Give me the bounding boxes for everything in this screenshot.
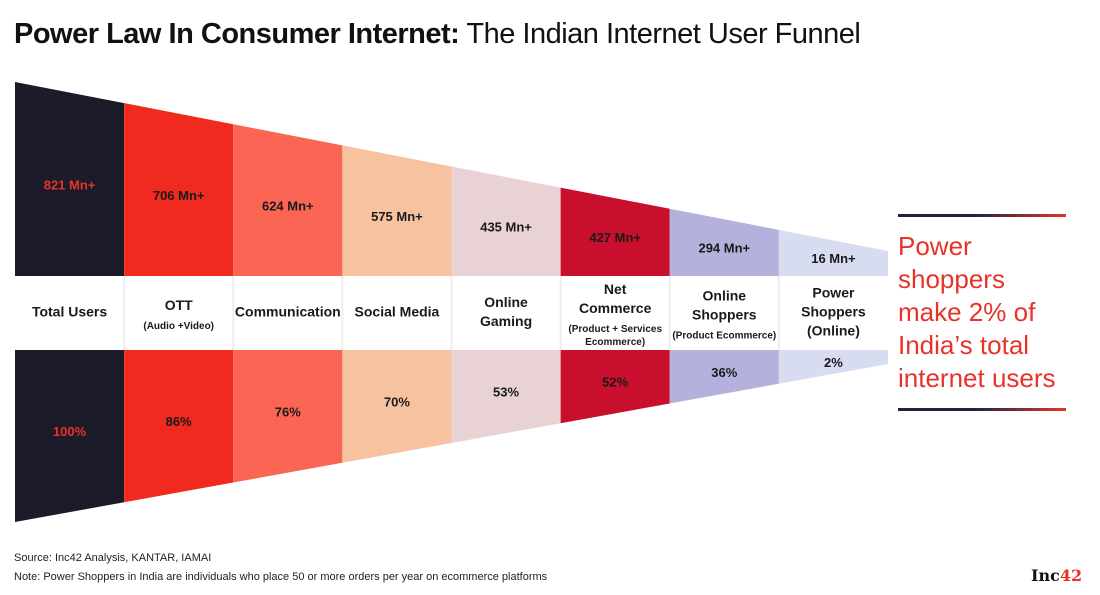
category-sublabel: (Product Ecommerce) xyxy=(672,331,776,342)
band-divider xyxy=(123,276,126,350)
footnote: Note: Power Shoppers in India are indivi… xyxy=(14,571,548,583)
category-label: Power xyxy=(812,285,855,301)
category-label: Shoppers xyxy=(801,304,866,320)
title-bold: Power Law In Consumer Internet: xyxy=(14,18,460,50)
category-label: OTT xyxy=(165,297,193,313)
category-label: Online xyxy=(703,288,747,304)
users-value: 575 Mn+ xyxy=(371,209,423,224)
category-label: Communication xyxy=(235,304,341,320)
category-label: Gaming xyxy=(480,313,532,329)
category-label: (Online) xyxy=(807,323,860,339)
source-note: Source: Inc42 Analysis, KANTAR, IAMAI xyxy=(14,552,212,564)
page-title: Power Law In Consumer Internet: The Indi… xyxy=(14,18,861,51)
category-label: Online xyxy=(484,294,528,310)
category-label: Net xyxy=(604,281,627,297)
users-value: 16 Mn+ xyxy=(811,251,856,266)
callout-divider-bottom xyxy=(898,408,1066,411)
title-light: The Indian Internet User Funnel xyxy=(466,18,861,50)
share-value: 53% xyxy=(493,385,519,400)
logo-number: 42 xyxy=(1059,566,1083,585)
share-value: 100% xyxy=(53,424,87,439)
category-label: Shoppers xyxy=(692,307,757,323)
callout-divider-top xyxy=(898,214,1066,217)
band-divider xyxy=(777,276,780,350)
share-value: 52% xyxy=(602,375,628,390)
category-label: Social Media xyxy=(355,304,440,320)
inc42-logo: Inc42 xyxy=(1031,566,1082,585)
share-value: 76% xyxy=(275,404,301,419)
logo-text: Inc xyxy=(1031,566,1060,585)
band-divider xyxy=(559,276,562,350)
band-divider xyxy=(232,276,235,350)
funnel-chart: 821 Mn+ 100% Total Users 706 Mn+ 86% OTT (Audi… xyxy=(15,82,888,522)
category-sublabel: (Audio +Video) xyxy=(143,321,214,332)
callout-text: Power shoppers make 2% of India’s total … xyxy=(898,231,1056,393)
band-divider xyxy=(450,276,453,350)
users-value: 435 Mn+ xyxy=(480,220,532,235)
band-divider xyxy=(668,276,671,350)
category-sublabel: (Product + Services xyxy=(568,324,662,335)
users-value: 706 Mn+ xyxy=(153,188,205,203)
share-value: 70% xyxy=(384,394,410,409)
band-divider xyxy=(341,276,344,350)
share-value: 2% xyxy=(824,355,843,370)
callout: Power shoppers make 2% of India’s total … xyxy=(898,214,1068,414)
category-sublabel: Ecommerce) xyxy=(585,337,645,348)
category-label: Commerce xyxy=(579,300,652,316)
users-value: 427 Mn+ xyxy=(589,230,641,245)
users-value: 294 Mn+ xyxy=(698,241,750,256)
share-value: 36% xyxy=(711,365,737,380)
share-value: 86% xyxy=(166,414,192,429)
users-value: 624 Mn+ xyxy=(262,198,314,213)
users-value: 821 Mn+ xyxy=(44,177,96,192)
category-label: Total Users xyxy=(32,304,107,320)
